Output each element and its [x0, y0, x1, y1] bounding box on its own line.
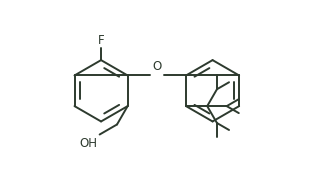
Text: OH: OH	[80, 137, 98, 150]
Text: F: F	[98, 34, 104, 47]
Text: O: O	[152, 60, 161, 73]
